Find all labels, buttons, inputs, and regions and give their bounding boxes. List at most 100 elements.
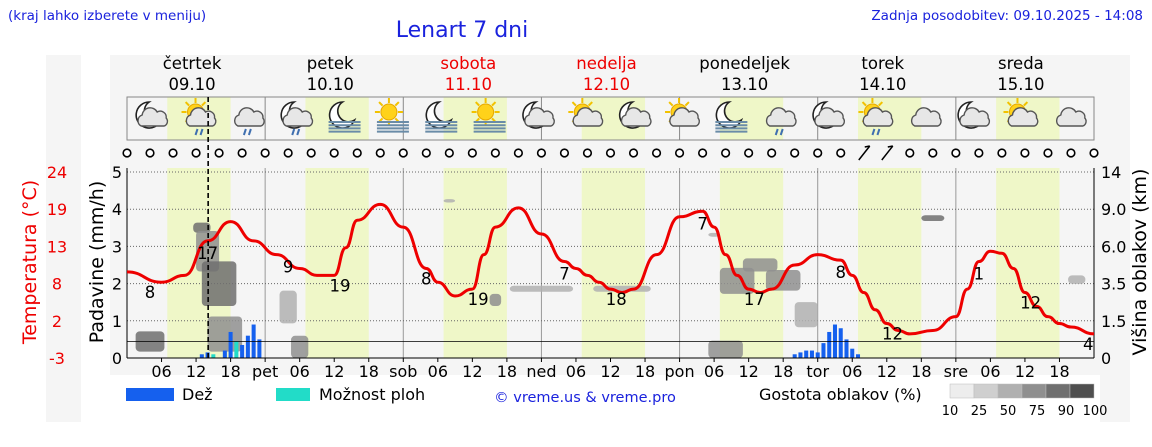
temperature-tick-label: 13	[47, 237, 67, 256]
location-hint[interactable]: (kraj lahko izberete v meniju)	[8, 8, 206, 24]
precip-bar	[211, 354, 216, 358]
wind-calm-icon	[306, 148, 316, 158]
night-fog-icon	[715, 101, 748, 133]
temperature-label: 7	[559, 265, 570, 284]
wind-calm-icon	[928, 148, 938, 158]
wind-calm-icon	[168, 148, 178, 158]
x-tick-label: pet	[252, 362, 278, 381]
x-tick-label: 06	[151, 362, 171, 381]
x-tick-label: 06	[704, 362, 724, 381]
temperature-tick-label: -3	[49, 349, 65, 368]
wind-arrow-icon	[858, 145, 871, 161]
day-name: sreda	[998, 54, 1044, 73]
temperature-label: 1	[974, 265, 985, 284]
wind-calm-icon	[536, 148, 547, 158]
day-name: nedelja	[576, 54, 637, 73]
precip-bar	[222, 350, 227, 358]
cloud-height-tick-label: 1.5	[1101, 312, 1126, 331]
day-name: sobota	[440, 54, 496, 73]
density-swatch	[997, 383, 1023, 399]
legend-rain-swatch	[126, 388, 174, 401]
wind-calm-icon	[697, 148, 708, 158]
cloud-height-tick-label: 6.0	[1101, 237, 1126, 256]
x-tick-label: pon	[665, 362, 695, 381]
precip-bar	[815, 352, 820, 358]
precipitation-axis-label: Padavine (mm/h)	[86, 181, 108, 344]
wind-calm-icon	[559, 148, 570, 158]
cloud-patch	[207, 316, 243, 352]
density-swatch	[1045, 383, 1071, 399]
day-date: 14.10	[859, 75, 906, 94]
day-headers: četrtek 09.10 petek 10.10 sobota 11.10 nedelja…	[163, 54, 1045, 94]
density-value: 25	[971, 404, 988, 419]
sunny-fog-icon	[471, 98, 506, 133]
legend-density-label: Gostota oblakov (%)	[759, 385, 922, 404]
temperature-tick-label: 2	[52, 312, 62, 331]
cloud-patch	[509, 285, 574, 292]
density-value: 10	[942, 404, 959, 419]
precip-tick-label: 5	[112, 163, 122, 182]
temperature-label: 19	[468, 290, 489, 309]
night-cloudy-icon	[957, 101, 991, 129]
temperature-axis-label: Temperatura (°C)	[19, 180, 41, 345]
precip-tick-label: 4	[112, 200, 122, 219]
cloud-height-tick-label: 0	[1101, 349, 1111, 368]
precip-bar	[199, 354, 204, 358]
precip-tick-label: 0	[112, 349, 122, 368]
precip-bar	[228, 331, 233, 358]
day-date: 15.10	[997, 75, 1044, 94]
temperature-label: 9	[283, 258, 294, 277]
cloudy-icon	[1055, 107, 1087, 127]
density-swatch	[973, 383, 999, 399]
weather-icon-band	[126, 96, 1095, 141]
daylight-band	[858, 168, 922, 358]
sunny-rain-icon	[858, 98, 894, 136]
temperature-label: 12	[1020, 294, 1041, 313]
x-tick-label: 06	[566, 362, 586, 381]
precip-bar	[234, 341, 239, 358]
sunny-cloudy-icon	[665, 98, 700, 127]
wind-calm-icon	[997, 148, 1007, 158]
wind-arrow-icon	[864, 145, 870, 148]
temperature-label: 4	[1083, 335, 1094, 354]
day-name: torek	[861, 54, 904, 73]
night-fog-icon	[328, 101, 361, 133]
density-swatch	[1069, 383, 1095, 399]
wind-calm-icon	[467, 148, 477, 158]
wind-calm-icon	[444, 148, 454, 158]
day-date: 13.10	[721, 75, 768, 94]
day-name: petek	[307, 54, 354, 73]
precip-bar	[844, 339, 849, 358]
wind-calm-icon	[237, 148, 247, 158]
credit-link[interactable]: © vreme.us & vreme.pro	[494, 390, 676, 406]
wind-row	[122, 145, 1099, 161]
wind-calm-icon	[974, 148, 984, 158]
wind-calm-icon	[191, 148, 201, 158]
last-update: Zadnja posodobitev: 09.10.2025 - 14:08	[871, 8, 1143, 24]
temperature-label: 18	[606, 290, 627, 309]
wind-calm-icon	[628, 148, 639, 158]
x-tick-label: 18	[773, 362, 793, 381]
precip-bar	[798, 352, 803, 358]
precip-bar	[257, 339, 262, 358]
x-tick-label: 18	[1049, 362, 1069, 381]
x-tick-label: 12	[462, 362, 482, 381]
daylight-band	[443, 168, 507, 358]
precip-bar	[838, 328, 843, 358]
x-tick-label: 12	[324, 362, 344, 381]
wind-arrow-icon	[887, 145, 893, 148]
temperature-line	[126, 202, 1095, 336]
daylight-band	[305, 168, 369, 358]
wind-calm-icon	[375, 148, 385, 158]
cloud-patch	[1068, 275, 1086, 284]
wind-calm-icon	[813, 148, 823, 158]
wind-calm-icon	[214, 148, 224, 158]
wind-calm-icon	[1043, 148, 1053, 158]
day-date: 11.10	[445, 75, 492, 94]
icon-band-frame	[126, 96, 1095, 141]
night-cloudy-icon	[812, 101, 846, 129]
x-tick-label: 06	[980, 362, 1000, 381]
day-name: četrtek	[163, 54, 222, 73]
